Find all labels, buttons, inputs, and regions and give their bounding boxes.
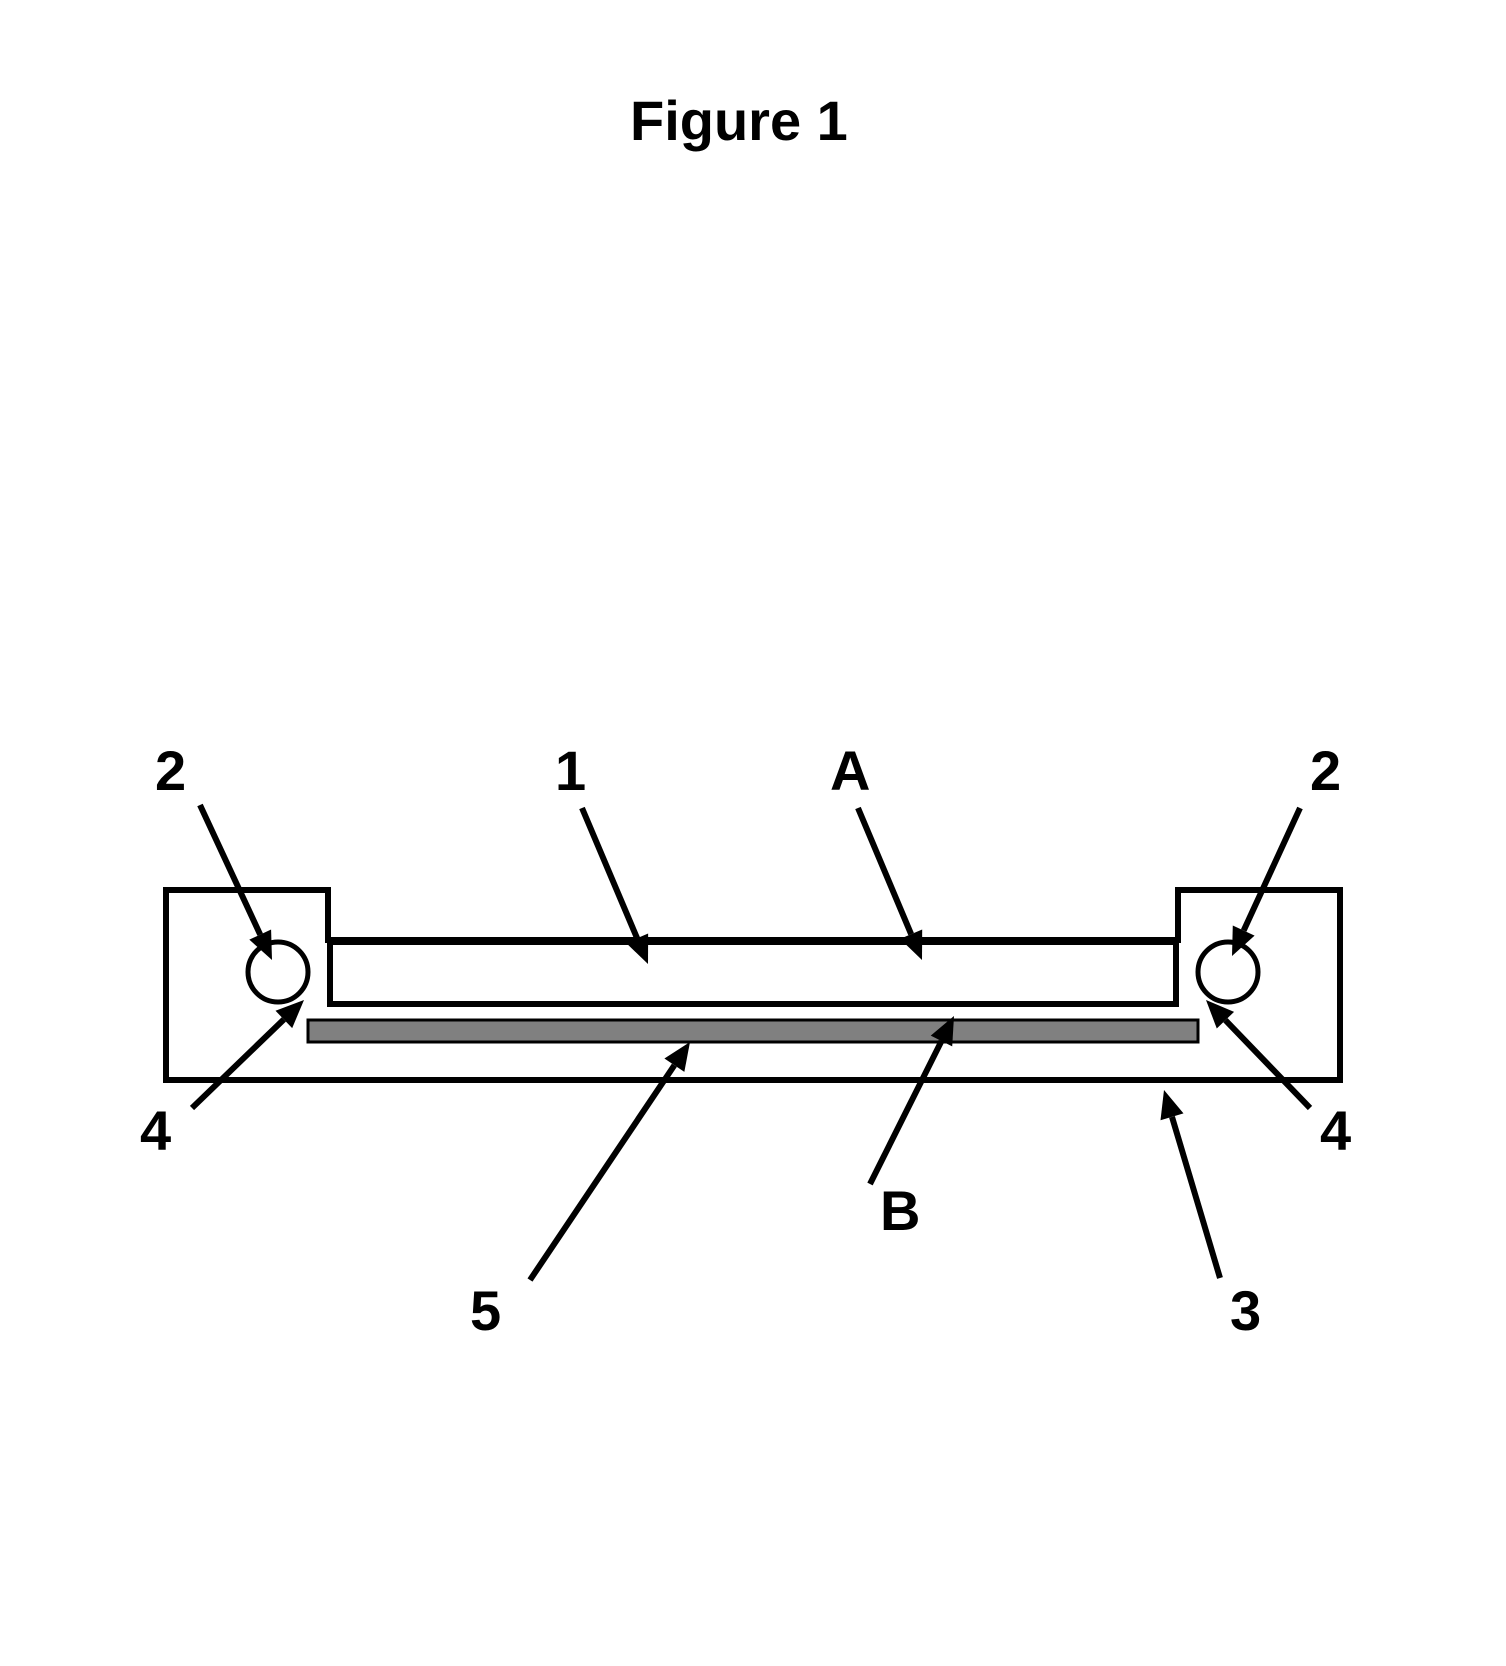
label-4-left: 4 — [140, 1099, 171, 1162]
arrow-A-shaft — [858, 808, 911, 934]
label-2-left: 2 — [155, 739, 186, 802]
seal-circle-right — [1198, 942, 1258, 1002]
label-5: 5 — [470, 1279, 501, 1342]
label-B: B — [880, 1179, 920, 1242]
figure-title: Figure 1 — [630, 89, 848, 152]
label-3: 3 — [1230, 1279, 1261, 1342]
seal-circle-left — [248, 942, 308, 1002]
label-A: A — [830, 739, 870, 802]
arrow-3-shaft — [1172, 1117, 1220, 1278]
plate — [330, 942, 1176, 1004]
label-1: 1 — [555, 739, 586, 802]
arrow-5-shaft — [530, 1065, 674, 1280]
label-4-right: 4 — [1320, 1099, 1351, 1162]
arrow-1-shaft — [582, 808, 637, 938]
arrow-3-head — [1160, 1090, 1183, 1120]
shaded-bar — [308, 1020, 1198, 1042]
label-2-right: 2 — [1310, 739, 1341, 802]
